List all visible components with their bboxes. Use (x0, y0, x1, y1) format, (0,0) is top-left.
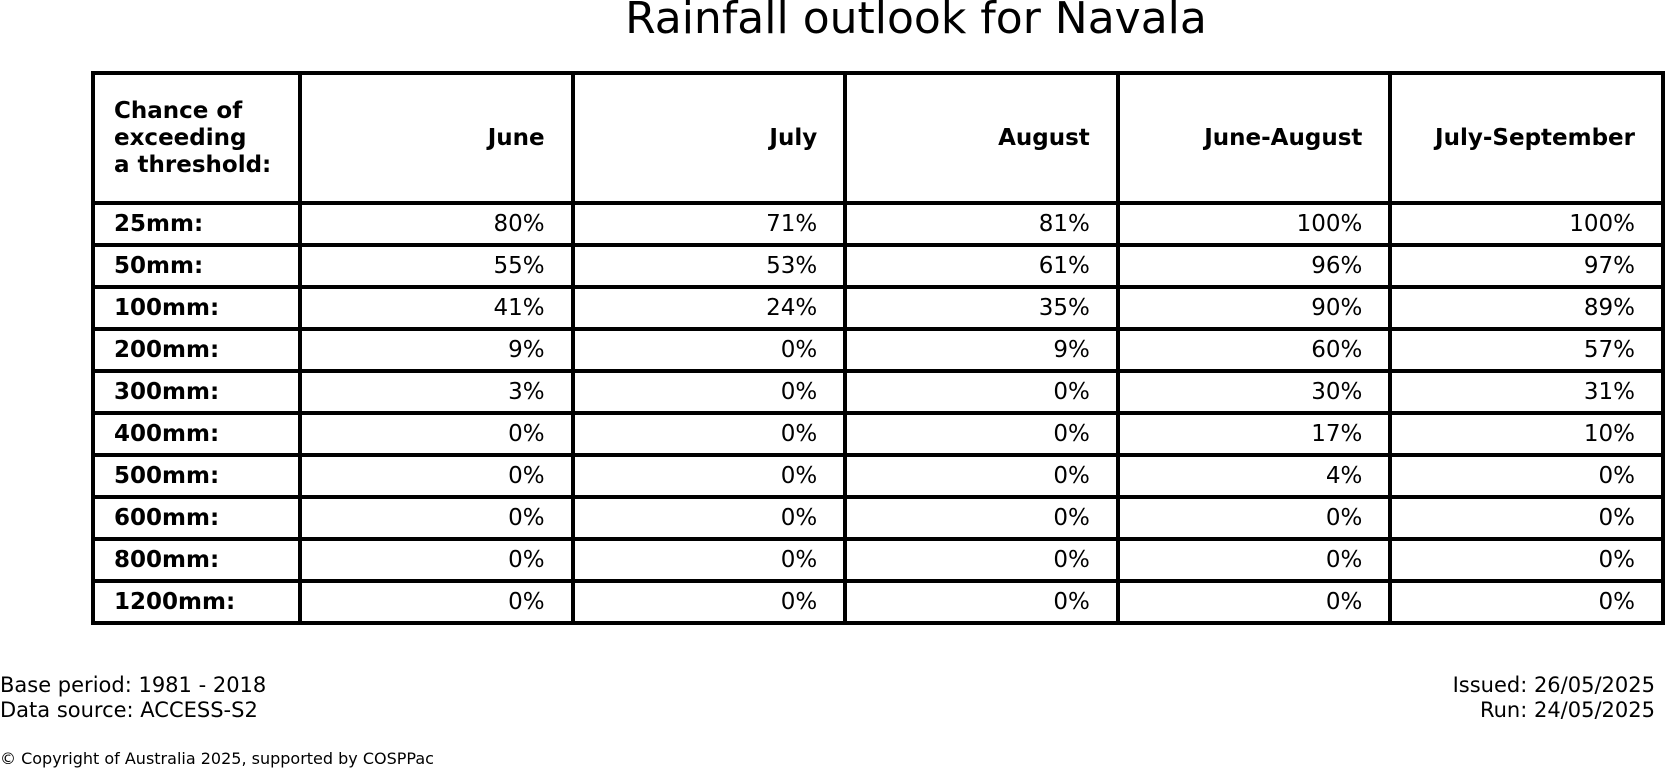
probability-cell: 0% (298, 453, 575, 499)
page-title: Rainfall outlook for Navala (625, 0, 1207, 44)
table-row: 500mm: 0% 0% 0% 4% 0% (90, 453, 1665, 499)
threshold-label: 200mm: (90, 327, 303, 373)
rainfall-outlook-table: Chance of exceeding a threshold: June Ju… (90, 71, 1665, 625)
probability-cell: 71% (570, 201, 848, 247)
run-date: Run: 24/05/2025 (1479, 698, 1655, 722)
probability-cell: 0% (843, 453, 1120, 499)
probability-cell: 57% (1388, 327, 1665, 373)
threshold-label: 800mm: (90, 537, 303, 583)
probability-cell: 0% (843, 495, 1120, 541)
probability-cell: 0% (298, 579, 575, 625)
table-row: 600mm: 0% 0% 0% 0% 0% (90, 495, 1665, 541)
probability-cell: 0% (1388, 453, 1665, 499)
probability-cell: 0% (1115, 537, 1393, 583)
probability-cell: 0% (843, 579, 1120, 625)
probability-cell: 17% (1115, 411, 1393, 457)
column-header: June-August (1115, 71, 1393, 205)
probability-cell: 0% (570, 369, 848, 415)
probability-cell: 9% (843, 327, 1120, 373)
table-row: 100mm: 41% 24% 35% 90% 89% (90, 285, 1665, 331)
probability-cell: 0% (1115, 579, 1393, 625)
probability-cell: 100% (1115, 201, 1393, 247)
threshold-label: 400mm: (90, 411, 303, 457)
probability-cell: 0% (843, 537, 1120, 583)
probability-cell: 0% (1388, 537, 1665, 583)
threshold-label: 25mm: (90, 201, 303, 247)
probability-cell: 0% (843, 411, 1120, 457)
threshold-label: 1200mm: (90, 579, 303, 625)
probability-cell: 41% (298, 285, 575, 331)
probability-cell: 24% (570, 285, 848, 331)
probability-cell: 90% (1115, 285, 1393, 331)
threshold-label: 100mm: (90, 285, 303, 331)
probability-cell: 0% (298, 495, 575, 541)
probability-cell: 0% (298, 411, 575, 457)
probability-cell: 97% (1388, 243, 1665, 289)
probability-cell: 0% (570, 327, 848, 373)
table-row: 300mm: 3% 0% 0% 30% 31% (90, 369, 1665, 415)
probability-cell: 0% (570, 411, 848, 457)
probability-cell: 53% (570, 243, 848, 289)
threshold-label: 500mm: (90, 453, 303, 499)
probability-cell: 55% (298, 243, 575, 289)
probability-cell: 100% (1388, 201, 1665, 247)
probability-cell: 89% (1388, 285, 1665, 331)
table-row: 25mm: 80% 71% 81% 100% 100% (90, 201, 1665, 247)
probability-cell: 10% (1388, 411, 1665, 457)
column-header: July (570, 71, 848, 205)
footer-right: Issued: 26/05/2025 Run: 24/05/2025 (1453, 673, 1655, 723)
issued-date: Issued: 26/05/2025 (1452, 673, 1655, 697)
table-row: 50mm: 55% 53% 61% 96% 97% (90, 243, 1665, 289)
probability-cell: 9% (298, 327, 575, 373)
probability-cell: 61% (843, 243, 1120, 289)
probability-cell: 0% (570, 537, 848, 583)
probability-cell: 31% (1388, 369, 1665, 415)
table-row: 1200mm: 0% 0% 0% 0% 0% (90, 579, 1665, 625)
probability-cell: 0% (570, 453, 848, 499)
probability-cell: 30% (1115, 369, 1393, 415)
probability-cell: 0% (1115, 495, 1393, 541)
column-header: July-September (1388, 71, 1665, 205)
probability-cell: 0% (570, 579, 848, 625)
probability-cell: 60% (1115, 327, 1393, 373)
probability-cell: 0% (1388, 579, 1665, 625)
threshold-label: 300mm: (90, 369, 303, 415)
base-period: Base period: 1981 - 2018 (0, 673, 267, 697)
footer-left: Base period: 1981 - 2018 Data source: AC… (0, 673, 266, 723)
probability-cell: 0% (298, 537, 575, 583)
probability-cell: 4% (1115, 453, 1393, 499)
probability-cell: 0% (1388, 495, 1665, 541)
table-body: 25mm: 80% 71% 81% 100% 100% 50mm: 55% 53% 61% 96% 9… (90, 201, 1665, 625)
column-header: June (298, 71, 575, 205)
threshold-label: 50mm: (90, 243, 303, 289)
table-row: 200mm: 9% 0% 9% 60% 57% (90, 327, 1665, 373)
column-header: August (843, 71, 1120, 205)
probability-cell: 0% (570, 495, 848, 541)
copyright-notice: © Copyright of Australia 2025, supported… (0, 749, 434, 768)
data-source: Data source: ACCESS-S2 (0, 698, 258, 722)
threshold-label: 600mm: (90, 495, 303, 541)
threshold-header: Chance of exceeding a threshold: (90, 71, 303, 205)
probability-cell: 3% (298, 369, 575, 415)
probability-cell: 80% (298, 201, 575, 247)
probability-cell: 35% (843, 285, 1120, 331)
table-row: 400mm: 0% 0% 0% 17% 10% (90, 411, 1665, 457)
probability-cell: 81% (843, 201, 1120, 247)
table-header-row: Chance of exceeding a threshold: June Ju… (90, 71, 1665, 205)
probability-cell: 0% (843, 369, 1120, 415)
probability-cell: 96% (1115, 243, 1393, 289)
table-row: 800mm: 0% 0% 0% 0% 0% (90, 537, 1665, 583)
